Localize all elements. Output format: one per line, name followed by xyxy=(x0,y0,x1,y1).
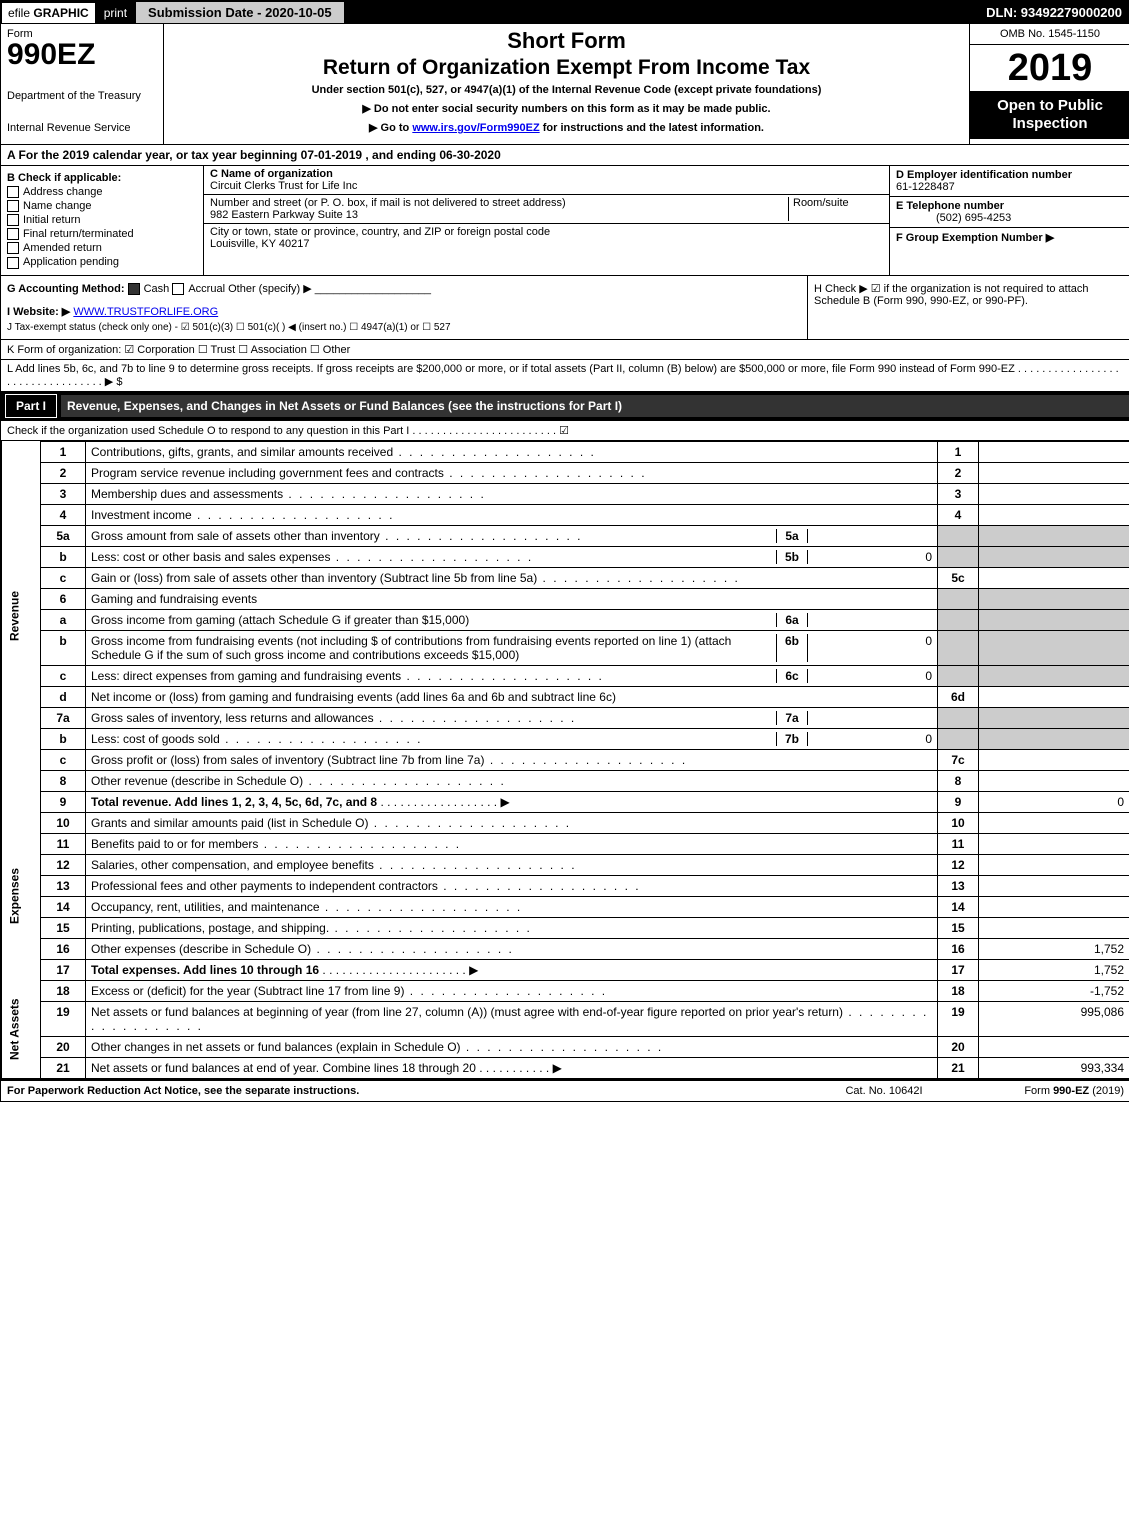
part1-sub: Check if the organization used Schedule … xyxy=(1,421,1129,441)
app-pending[interactable]: Application pending xyxy=(7,256,197,268)
under-section: Under section 501(c), 527, or 4947(a)(1)… xyxy=(172,84,961,96)
submission-date: Submission Date - 2020-10-05 xyxy=(135,1,345,24)
cash-checkbox[interactable] xyxy=(128,283,140,295)
group-exemption: F Group Exemption Number ▶ xyxy=(890,228,1129,247)
irs-label: Internal Revenue Service xyxy=(7,122,157,134)
revenue-side-label: Revenue xyxy=(2,441,41,791)
org-name: Circuit Clerks Trust for Life Inc xyxy=(210,180,357,192)
accrual-checkbox[interactable] xyxy=(172,283,184,295)
box-l: L Add lines 5b, 6c, and 7b to line 9 to … xyxy=(1,360,1129,392)
period-row: A For the 2019 calendar year, or tax yea… xyxy=(1,145,1129,166)
g-label: G Accounting Method: xyxy=(7,283,125,295)
footer-left: For Paperwork Reduction Act Notice, see … xyxy=(7,1085,804,1097)
form-container: efile GRAPHIC print Submission Date - 20… xyxy=(0,0,1129,1102)
efile-text: efile xyxy=(8,6,30,20)
street: 982 Eastern Parkway Suite 13 xyxy=(210,209,358,221)
room-suite-label: Room/suite xyxy=(788,197,883,221)
city: Louisville, KY 40217 xyxy=(210,238,309,250)
do-not-enter: ▶ Do not enter social security numbers o… xyxy=(172,102,961,115)
final-return[interactable]: Final return/terminated xyxy=(7,228,197,240)
phone-label: E Telephone number xyxy=(896,200,1004,212)
i-label: I Website: ▶ xyxy=(7,306,70,318)
form-number: 990EZ xyxy=(7,40,157,70)
irs-url[interactable]: www.irs.gov/Form990EZ xyxy=(412,122,539,134)
box-c: C Name of organization Circuit Clerks Tr… xyxy=(204,166,889,275)
part1-title: Revenue, Expenses, and Changes in Net As… xyxy=(61,395,1129,417)
header-row: Form 990EZ Department of the Treasury In… xyxy=(1,24,1129,145)
gh-row: G Accounting Method: Cash Accrual Other … xyxy=(1,276,1129,340)
org-name-label: C Name of organization xyxy=(210,168,333,180)
box-h: H Check ▶ ☑ if the organization is not r… xyxy=(807,276,1129,339)
header-left: Form 990EZ Department of the Treasury In… xyxy=(1,24,164,144)
header-right: OMB No. 1545-1150 2019 Open to Public In… xyxy=(969,24,1129,144)
street-cell: Number and street (or P. O. box, if mail… xyxy=(204,195,889,224)
open-to-public: Open to Public Inspection xyxy=(970,91,1129,139)
box-b: B Check if applicable: Address change Na… xyxy=(1,166,204,275)
dln: DLN: 93492279000200 xyxy=(978,2,1129,23)
line1-desc: Contributions, gifts, grants, and simila… xyxy=(86,441,938,462)
goto-link[interactable]: ▶ Go to www.irs.gov/Form990EZ for instru… xyxy=(172,121,961,134)
short-form-title: Short Form xyxy=(172,28,961,54)
street-label: Number and street (or P. O. box, if mail… xyxy=(210,197,566,209)
info-grid: B Check if applicable: Address change Na… xyxy=(1,166,1129,276)
box-b-label: B Check if applicable: xyxy=(7,172,197,184)
part1-header: Part I Revenue, Expenses, and Changes in… xyxy=(1,392,1129,421)
footer: For Paperwork Reduction Act Notice, see … xyxy=(1,1079,1129,1101)
netassets-side-label: Net Assets xyxy=(2,980,41,1078)
return-title: Return of Organization Exempt From Incom… xyxy=(172,56,961,80)
top-bar: efile GRAPHIC print Submission Date - 20… xyxy=(1,1,1129,24)
part1-label: Part I xyxy=(5,394,57,418)
ein-label: D Employer identification number xyxy=(896,169,1072,181)
print-link[interactable]: print xyxy=(96,3,135,23)
initial-return[interactable]: Initial return xyxy=(7,214,197,226)
website-url[interactable]: WWW.TRUSTFORLIFE.ORG xyxy=(73,306,218,318)
phone-cell: E Telephone number (502) 695-4253 xyxy=(890,197,1129,228)
footer-mid: Cat. No. 10642I xyxy=(804,1085,964,1097)
graphic-text: GRAPHIC xyxy=(33,6,88,20)
footer-right: Form 990-EZ (2019) xyxy=(964,1085,1124,1097)
city-cell: City or town, state or province, country… xyxy=(204,224,889,252)
dept-treasury: Department of the Treasury xyxy=(7,90,157,102)
box-k: K Form of organization: ☑ Corporation ☐ … xyxy=(1,340,1129,360)
addr-change[interactable]: Address change xyxy=(7,186,197,198)
tax-year: 2019 xyxy=(970,45,1129,91)
name-change[interactable]: Name change xyxy=(7,200,197,212)
lines-table: Revenue 1 Contributions, gifts, grants, … xyxy=(1,441,1129,1079)
expenses-side-label: Expenses xyxy=(2,812,41,980)
phone: (502) 695-4253 xyxy=(896,212,1011,224)
box-d-e-f: D Employer identification number 61-1228… xyxy=(889,166,1129,275)
box-j: J Tax-exempt status (check only one) - ☑… xyxy=(7,322,801,333)
ein-cell: D Employer identification number 61-1228… xyxy=(890,166,1129,197)
amended-return[interactable]: Amended return xyxy=(7,242,197,254)
efile-badge: efile GRAPHIC xyxy=(1,2,96,24)
org-name-cell: C Name of organization Circuit Clerks Tr… xyxy=(204,166,889,195)
city-label: City or town, state or province, country… xyxy=(210,226,550,238)
ein: 61-1228487 xyxy=(896,181,955,193)
header-center: Short Form Return of Organization Exempt… xyxy=(164,24,969,144)
box-g: G Accounting Method: Cash Accrual Other … xyxy=(1,276,807,339)
omb-number: OMB No. 1545-1150 xyxy=(970,24,1129,45)
